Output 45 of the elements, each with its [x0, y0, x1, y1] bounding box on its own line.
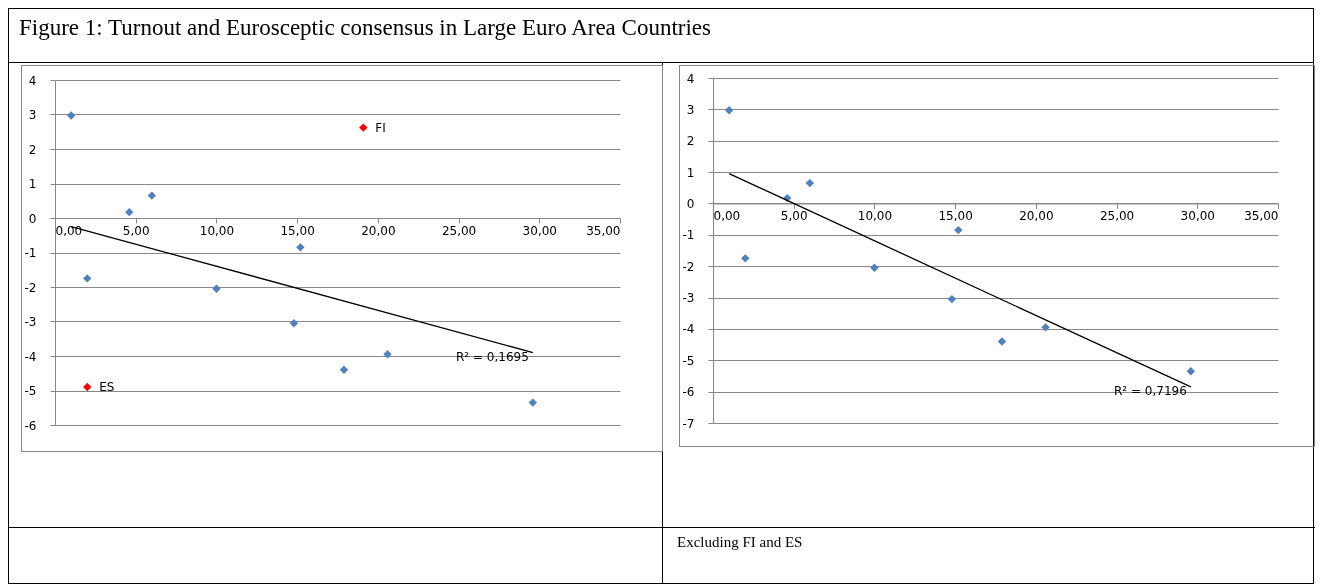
y-tick-label: -2 — [682, 259, 695, 274]
annotation: FI — [375, 120, 386, 135]
y-tick-label: 2 — [28, 142, 37, 157]
x-tick-label: 20,00 — [361, 223, 396, 238]
annotation: R² = 0,7196 — [1114, 383, 1187, 398]
x-tick-label: 15,00 — [280, 223, 315, 238]
x-tick-label: 35,00 — [586, 223, 621, 238]
y-tick-label: -3 — [24, 315, 37, 329]
x-tick-label: 15,00 — [938, 208, 973, 223]
y-tick-label: -4 — [24, 349, 37, 364]
x-tick-label: 30,00 — [522, 223, 557, 238]
x-tick-label: 25,00 — [1099, 208, 1135, 223]
y-tick-label: -7 — [682, 416, 695, 431]
x-tick-label: 5,00 — [780, 208, 808, 223]
y-tick-label: 0 — [686, 196, 695, 211]
y-tick-label: -1 — [682, 228, 695, 243]
x-tick-label: 30,00 — [1180, 208, 1215, 223]
y-tick-label: -6 — [24, 418, 37, 433]
y-tick-label: -1 — [24, 246, 37, 260]
y-tick-label: 3 — [28, 108, 37, 122]
y-tick-label: -5 — [24, 384, 37, 398]
y-tick-label: 4 — [28, 73, 37, 88]
x-tick-label: 35,00 — [1244, 208, 1279, 223]
x-tick-label: 0,00 — [713, 208, 741, 223]
y-tick-label: 1 — [686, 165, 695, 180]
y-tick-label: -3 — [682, 291, 695, 306]
text: Excluding FI and ES — [663, 527, 1315, 584]
annotation: ES — [99, 380, 115, 395]
x-tick-label: 10,00 — [199, 223, 235, 238]
y-tick-label: -5 — [682, 353, 695, 368]
x-tick-label: 20,00 — [1019, 208, 1054, 223]
y-tick-label: -2 — [24, 280, 37, 295]
y-tick-label: 4 — [686, 71, 695, 86]
y-tick-label: 2 — [686, 134, 695, 149]
chart-title: Figure 1: Turnout and Eurosceptic consensus in Large Euro Area Countries — [9, 9, 1313, 63]
x-tick-label: 10,00 — [857, 208, 893, 223]
y-tick-label: 0 — [28, 211, 37, 226]
y-tick-label: 1 — [28, 177, 37, 191]
y-tick-label: -6 — [682, 385, 695, 400]
x-tick-label: 5,00 — [122, 223, 150, 238]
x-tick-label: 25,00 — [441, 223, 477, 238]
y-tick-label: 3 — [686, 102, 695, 117]
y-tick-label: -4 — [682, 322, 695, 337]
annotation: R² = 0,1695 — [456, 349, 529, 364]
x-tick-label: 0,00 — [55, 223, 83, 238]
